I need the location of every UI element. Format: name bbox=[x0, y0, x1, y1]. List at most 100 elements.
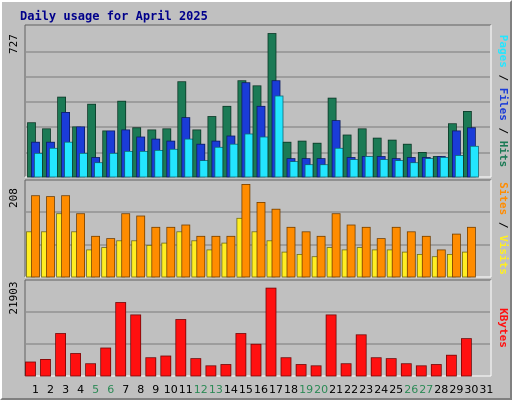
bar-pages-day-24 bbox=[379, 159, 389, 178]
bar-kbytes-day-22 bbox=[340, 363, 352, 377]
legend-entry: Files bbox=[497, 88, 510, 121]
bar-sites-day-16 bbox=[256, 201, 266, 278]
bar-sites-day-29 bbox=[451, 233, 461, 278]
x-tick-label: 20 bbox=[314, 383, 328, 396]
x-tick-label: 10 bbox=[164, 383, 178, 396]
bar-sites-day-24 bbox=[376, 238, 386, 278]
bar-kbytes-day-3 bbox=[55, 333, 66, 377]
bar-pages-day-1 bbox=[34, 152, 43, 178]
bar-pages-day-19 bbox=[304, 164, 314, 178]
x-tick-label: 23 bbox=[359, 383, 373, 396]
bar-sites-day-19 bbox=[301, 231, 311, 278]
bar-kbytes-day-27 bbox=[415, 365, 427, 377]
bar-sites-day-18 bbox=[286, 226, 296, 278]
bar-sites-day-15 bbox=[241, 183, 251, 278]
bar-pages-day-25 bbox=[394, 160, 404, 178]
bar-pages-day-18 bbox=[289, 161, 299, 178]
bar-pages-day-5 bbox=[94, 162, 103, 178]
bar-pages-day-3 bbox=[64, 141, 73, 178]
bar-sites-day-3 bbox=[61, 195, 70, 278]
legend-entry: / bbox=[497, 215, 510, 235]
bar-kbytes-day-1 bbox=[25, 361, 36, 377]
bar-kbytes-day-15 bbox=[235, 333, 247, 377]
bar-pages-day-13 bbox=[214, 146, 224, 178]
bar-kbytes-day-21 bbox=[325, 314, 337, 377]
bar-kbytes-day-18 bbox=[280, 357, 292, 377]
bar-sites-day-1 bbox=[31, 195, 40, 278]
x-tick-label: 17 bbox=[269, 383, 283, 396]
legend-entry: Hits bbox=[497, 141, 510, 168]
bar-pages-day-9 bbox=[154, 149, 164, 178]
bar-pages-day-17 bbox=[274, 95, 284, 178]
bar-sites-day-22 bbox=[346, 224, 356, 278]
bar-sites-day-6 bbox=[106, 238, 116, 278]
bar-pages-day-14 bbox=[229, 143, 239, 178]
bar-kbytes-day-4 bbox=[70, 353, 81, 377]
bar-sites-day-28 bbox=[436, 249, 446, 278]
legend-entry: Pages bbox=[497, 35, 510, 68]
bar-sites-day-12 bbox=[196, 235, 206, 278]
bar-pages-day-30 bbox=[469, 145, 479, 178]
bar-kbytes-day-14 bbox=[220, 364, 232, 377]
legend-entry: KBytes bbox=[497, 308, 510, 348]
bar-sites-day-4 bbox=[76, 213, 85, 278]
bar-sites-day-11 bbox=[181, 224, 191, 278]
x-tick-label: 31 bbox=[479, 383, 493, 396]
bar-kbytes-day-12 bbox=[190, 358, 202, 377]
bar-pages-day-2 bbox=[49, 147, 58, 178]
bar-pages-day-12 bbox=[199, 160, 209, 178]
bar-kbytes-day-30 bbox=[460, 338, 472, 377]
x-tick-label: 28 bbox=[434, 383, 448, 396]
x-tick-label: 27 bbox=[419, 383, 433, 396]
bar-pages-day-4 bbox=[79, 152, 88, 178]
legend-entry: Sites bbox=[497, 182, 510, 215]
x-tick-label: 30 bbox=[464, 383, 478, 396]
bar-pages-day-10 bbox=[169, 148, 179, 178]
bar-kbytes-day-9 bbox=[145, 357, 157, 377]
bar-pages-day-26 bbox=[409, 162, 419, 178]
bar-kbytes-day-7 bbox=[115, 302, 127, 377]
bar-kbytes-day-2 bbox=[40, 358, 51, 377]
x-tick-label: 29 bbox=[449, 383, 463, 396]
bar-kbytes-day-19 bbox=[295, 364, 307, 377]
bar-sites-day-13 bbox=[211, 235, 221, 278]
x-tick-label: 24 bbox=[374, 383, 388, 396]
x-tick-label: 15 bbox=[239, 383, 253, 396]
x-tick-label: 22 bbox=[344, 383, 358, 396]
bar-kbytes-day-11 bbox=[175, 319, 187, 377]
bar-pages-day-21 bbox=[334, 147, 344, 178]
bar-kbytes-day-8 bbox=[130, 314, 142, 377]
scale-label: 208 bbox=[7, 188, 20, 208]
bar-kbytes-day-28 bbox=[430, 364, 442, 377]
x-tick-label: 2 bbox=[47, 383, 54, 396]
bar-pages-day-7 bbox=[124, 150, 134, 178]
bar-kbytes-day-25 bbox=[385, 358, 397, 377]
x-tick-label: 8 bbox=[137, 383, 144, 396]
bar-sites-day-26 bbox=[406, 231, 416, 278]
bar-sites-day-20 bbox=[316, 235, 326, 278]
bar-pages-day-27 bbox=[424, 158, 434, 178]
bar-sites-day-21 bbox=[331, 213, 341, 278]
bar-pages-day-29 bbox=[454, 155, 464, 178]
x-tick-label: 26 bbox=[404, 383, 418, 396]
bar-pages-day-23 bbox=[364, 156, 374, 178]
x-tick-label: 16 bbox=[254, 383, 268, 396]
bar-kbytes-day-20 bbox=[310, 365, 322, 377]
bar-pages-day-22 bbox=[349, 159, 359, 178]
bar-pages-day-8 bbox=[139, 150, 149, 178]
bar-kbytes-day-24 bbox=[370, 357, 382, 377]
bar-kbytes-day-13 bbox=[205, 365, 217, 377]
bar-sites-day-8 bbox=[136, 215, 146, 278]
bar-pages-day-11 bbox=[184, 138, 194, 178]
bar-kbytes-day-6 bbox=[100, 347, 112, 377]
bar-kbytes-day-16 bbox=[250, 343, 262, 377]
bar-kbytes-day-23 bbox=[355, 334, 367, 377]
x-tick-label: 1 bbox=[32, 383, 39, 396]
x-tick-label: 4 bbox=[77, 383, 84, 396]
x-tick-label: 18 bbox=[284, 383, 298, 396]
series-legend: Sites / Visits bbox=[497, 182, 510, 275]
x-tick-label: 19 bbox=[299, 383, 313, 396]
x-tick-label: 9 bbox=[152, 383, 159, 396]
x-tick-label: 6 bbox=[107, 383, 114, 396]
legend-entry: Visits bbox=[497, 235, 510, 275]
